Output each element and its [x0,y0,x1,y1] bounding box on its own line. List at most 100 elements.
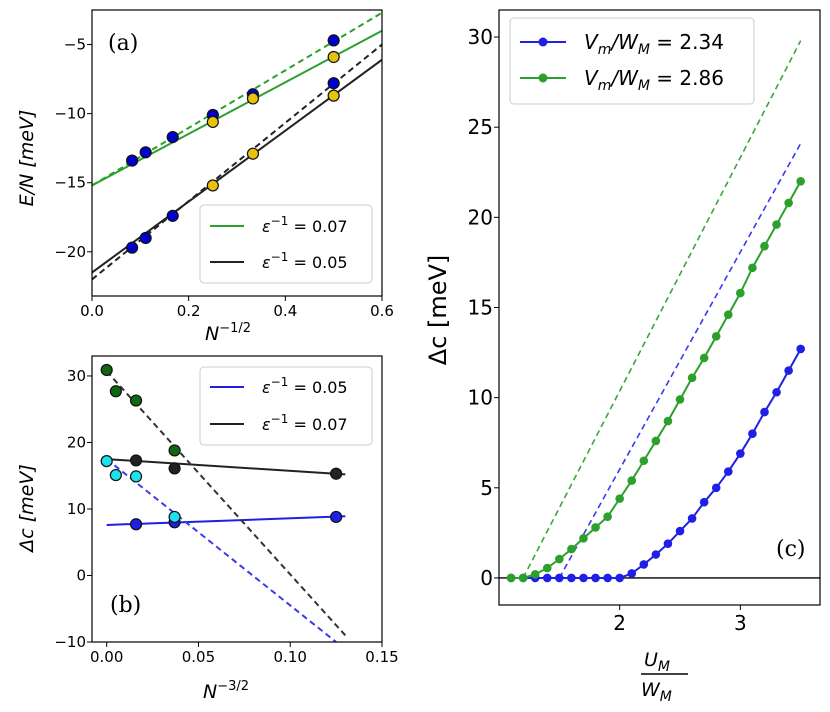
data-point-black-gold [246,147,260,160]
y-tick-label: 0 [76,566,86,584]
panel-c-legend: Vm/WM = 2.34 Vm/WM = 2.86 [509,17,755,105]
data-point-black-solid [168,462,181,475]
y-tick-label: 30 [468,25,493,49]
data-point-green-blue [327,34,340,47]
series-line-green [511,180,802,579]
fit-line-dashed-dash_blue [106,458,337,642]
x-tick-label: 0.0 [80,302,104,320]
data-point-blue-dash [168,510,181,524]
xlabel-denominator: WM [641,679,672,705]
data-point-blue [796,344,805,354]
data-point-blue [627,569,637,578]
legend-text-1: Vm/WM = 2.34 [584,30,724,58]
data-point-green [639,456,649,466]
data-point-blue-dash [129,470,143,483]
y-tick-label: −5 [64,36,86,54]
plot-area-a: 0.0 0.2 0.4 0.6 −20 −15 −10 −5 [54,9,394,320]
panel-c-label: (c) [776,537,806,562]
data-point-blue [555,573,564,583]
y-tick-label: −15 [54,174,86,192]
data-point-blue [603,573,612,583]
data-point-green [615,494,624,503]
data-point-green [591,523,600,532]
data-point-green [784,198,793,208]
data-point-green [663,416,673,426]
data-point-blue [760,407,769,417]
legend-marker-green [538,73,548,83]
data-point-green-blue [139,146,152,159]
fit-line-solid-black [106,458,346,476]
plot-content [100,363,347,642]
legend-box [509,17,755,105]
panel-c-ylabel: Δc [meV] [424,255,452,366]
data-point-green [603,512,612,521]
data-point-black-blue [126,241,139,254]
data-point-green-gold [206,115,219,129]
legend-text-2: Vm/WM = 2.86 [584,66,724,94]
x-tick-label: 0.4 [273,302,297,320]
data-point-green [567,544,576,554]
plot-content [499,40,820,583]
data-point-black-dash [168,444,181,457]
data-point-green [723,310,733,320]
x-tick-label: 2 [613,611,626,635]
data-point-green [748,263,757,273]
data-point-blue [542,573,552,583]
data-point-green-blue [126,154,139,167]
legend-text-2: ε−1 = 0.07 [262,412,348,434]
data-point-green [760,241,769,251]
data-point-blue [748,429,757,439]
data-point-black-dash [129,394,143,407]
data-point-black-dash [109,385,122,398]
data-point-green [687,373,697,383]
data-point-blue [699,497,709,507]
y-tick-label: −10 [54,633,86,651]
y-tick-label: 15 [468,296,493,320]
panel-a-ylabel: E/N [meV] [16,110,38,207]
x-tick-label: 0.10 [274,648,307,666]
data-point-green-gold [327,50,340,64]
legend-text-2: ε−1 = 0.05 [262,250,348,272]
data-point-blue [675,526,685,536]
y-tick-label: 25 [468,115,493,139]
y-tick-label: 30 [67,367,86,385]
plot-area-b: 0.00 0.05 0.10 0.15 −10 0 10 20 30 [54,355,399,666]
data-point-blue [579,573,588,583]
data-point-blue-dash [109,468,122,482]
plot-content [92,11,382,281]
data-point-green-blue [166,131,179,144]
data-point-green [530,570,540,579]
data-point-blue [591,573,600,583]
panel-b-ylabel: Δc [meV] [16,464,38,554]
series-line-blue [511,348,802,579]
y-tick-label: 20 [67,433,86,451]
legend-marker-blue [538,37,548,47]
panel-a-label: (a) [108,31,138,56]
y-tick-label: 0 [480,566,493,590]
data-point-blue [711,483,721,493]
data-point-black-gold [327,89,340,102]
data-point-green [506,573,516,583]
panel-b: 0.00 0.05 0.10 0.15 −10 0 10 20 30 (b) N−3/2 Δc … [16,355,399,703]
x-tick-label: 0.15 [365,648,398,666]
asymptote-green [522,40,802,579]
data-point-green [736,288,745,298]
xlabel-numerator: UM [644,649,670,675]
data-point-black-solid [330,467,343,480]
panel-a-xlabel: N−1/2 [205,321,251,345]
y-tick-label: 5 [480,476,493,500]
data-point-blue [772,387,781,397]
y-tick-label: −10 [54,105,86,123]
data-point-black-dash [100,363,113,377]
data-point-green [796,176,805,186]
data-point-black-solid [129,454,143,467]
data-point-black-blue [139,231,152,245]
panel-a-legend: ε−1 = 0.07 ε−1 = 0.05 [199,204,373,284]
data-point-green [555,554,564,564]
axes-frame [91,355,383,643]
data-point-blue [736,449,745,458]
x-tick-label: 3 [734,611,747,635]
x-tick-label: 0.05 [182,648,215,666]
